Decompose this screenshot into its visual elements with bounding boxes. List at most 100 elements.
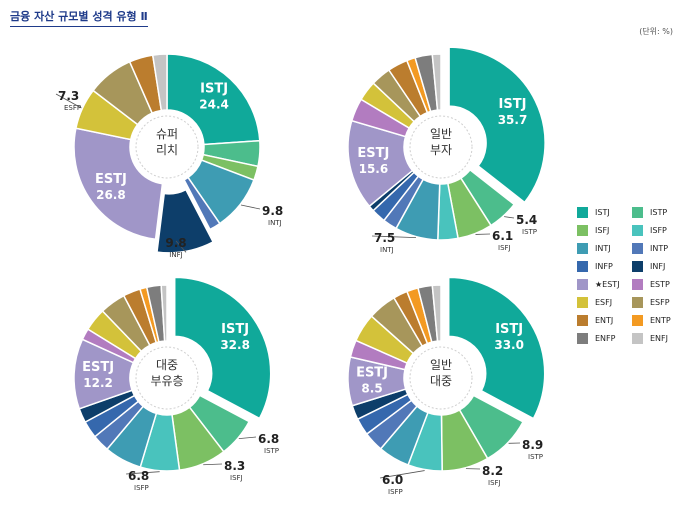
- data-label-value: 8.9: [522, 438, 543, 452]
- data-label-value: 9.8: [165, 236, 186, 250]
- slice-estj: [73, 127, 164, 241]
- data-label-value: 8.2: [482, 464, 503, 478]
- legend-swatch: [632, 261, 643, 272]
- legend-label: ENFP: [595, 334, 616, 343]
- center-hole: [132, 343, 202, 413]
- data-label-value: 8.5: [361, 382, 382, 396]
- data-label-name: ESTJ: [357, 146, 389, 161]
- data-label-value: 15.6: [359, 162, 389, 176]
- legend-item-estj: ★ESTJ: [577, 279, 620, 290]
- leader-line: [238, 436, 257, 440]
- legend-label: ISTJ: [595, 208, 610, 217]
- data-label-value: 8.3: [224, 459, 245, 473]
- data-label-name: ESTJ: [95, 172, 127, 187]
- legend-label: ISFP: [650, 226, 667, 235]
- data-label-name: INFJ: [169, 251, 182, 259]
- legend-item-isfj: ISFJ: [577, 225, 609, 236]
- data-label-value: 32.8: [220, 338, 250, 352]
- slice-istj: [166, 53, 261, 146]
- data-label-value: 6.1: [492, 229, 513, 243]
- slice-infj: [156, 188, 215, 254]
- leader-line: [379, 470, 425, 479]
- center-title-line: 대중: [430, 374, 452, 388]
- legend-swatch: [577, 279, 588, 290]
- center-ring: [135, 346, 199, 410]
- legend-label: ISTP: [650, 208, 668, 217]
- data-label-name: ISFJ: [230, 474, 243, 482]
- legend-item-istj: ISTJ: [577, 207, 610, 218]
- data-label-value: 35.7: [498, 113, 528, 127]
- data-label-name: ISFJ: [488, 479, 501, 487]
- legend-item-entp: ENTP: [632, 315, 671, 326]
- center-title-line: 슈퍼: [156, 127, 178, 141]
- legend-swatch: [632, 243, 643, 254]
- center-title-line: 대중: [156, 358, 178, 372]
- page-title: 금융 자산 규모별 성격 유형 Ⅱ: [10, 8, 148, 27]
- legend-item-estp: ESTP: [632, 279, 670, 290]
- center-title-line: 리치: [156, 143, 178, 157]
- data-label-name: ISTJ: [499, 97, 527, 112]
- data-label-value: 9.8: [262, 204, 283, 218]
- data-label-name: ISFP: [134, 484, 149, 492]
- center-title-line: 부자: [430, 143, 452, 157]
- legend-item-esfj: ESFJ: [577, 297, 612, 308]
- legend-item-isfp: ISFP: [632, 225, 667, 236]
- data-label-name: ISTP: [528, 453, 543, 461]
- data-label-value: 7.5: [374, 231, 395, 245]
- leader-line: [175, 240, 187, 253]
- center-title-line: 부유층: [150, 374, 183, 388]
- legend-item-istp: ISTP: [632, 207, 667, 218]
- donut-chart-1: 슈퍼리치ISTJ24.4ESTJ26.89.8INTJ9.8INFJ7.3ESF…: [55, 53, 283, 259]
- data-label-value: 6.8: [258, 432, 279, 446]
- data-label-name: ISTJ: [221, 322, 249, 337]
- data-label-value: 6.0: [382, 473, 403, 487]
- legend-item-infp: INFP: [577, 261, 613, 272]
- donut-chart-3: 대중부유층ISTJ32.8ESTJ12.26.8ISTP8.3ISFJ6.8IS…: [73, 276, 279, 492]
- data-label-name: ISTP: [264, 447, 279, 455]
- legend-swatch: [632, 225, 643, 236]
- data-label-name: ISTJ: [200, 82, 228, 97]
- legend-label: INTJ: [595, 244, 611, 253]
- data-label-name: ISTJ: [495, 322, 523, 337]
- data-label-name: ESTJ: [356, 366, 388, 381]
- legend-label: INFP: [595, 262, 613, 271]
- data-label-name: ISFP: [388, 488, 403, 496]
- legend-swatch: [632, 207, 643, 218]
- legend-swatch: [577, 315, 588, 326]
- leader-line: [240, 204, 261, 210]
- legend-swatch: [577, 297, 588, 308]
- legend-label: ISFJ: [595, 226, 610, 235]
- legend-item-enfj: ENFJ: [632, 333, 668, 344]
- slice-enfj: [151, 53, 168, 112]
- legend-label: ENFJ: [650, 334, 668, 343]
- legend-swatch: [577, 243, 588, 254]
- legend-item-esfp: ESFP: [632, 297, 670, 308]
- data-label-name: ISFJ: [498, 244, 511, 252]
- legend-swatch: [632, 279, 643, 290]
- leader-line: [55, 93, 82, 109]
- data-label-value: 12.2: [83, 376, 113, 390]
- data-label-value: 7.3: [58, 89, 79, 103]
- data-label-name: ESFP: [64, 104, 81, 112]
- unit-label: (단위: %): [639, 27, 673, 36]
- legend-item-intj: INTJ: [577, 243, 611, 254]
- legend-label: ENTJ: [595, 316, 614, 325]
- data-label-value: 5.4: [516, 213, 537, 227]
- legend-label: ★ESTJ: [595, 280, 620, 289]
- slice-istj: [447, 276, 546, 420]
- legend-item-entj: ENTJ: [577, 315, 613, 326]
- legend-swatch: [577, 261, 588, 272]
- center-hole: [406, 112, 476, 182]
- slice-istj: [173, 276, 272, 420]
- center-ring: [409, 115, 473, 179]
- slice-intp: [183, 176, 221, 231]
- slice-enfj: [431, 53, 442, 111]
- data-label-name: INTJ: [380, 246, 394, 254]
- center-title-line: 일반: [430, 127, 452, 141]
- legend-item-infj: INFJ: [632, 261, 665, 272]
- legend-swatch: [632, 333, 643, 344]
- legend-swatch: [577, 225, 588, 236]
- data-label-value: 6.8: [128, 469, 149, 483]
